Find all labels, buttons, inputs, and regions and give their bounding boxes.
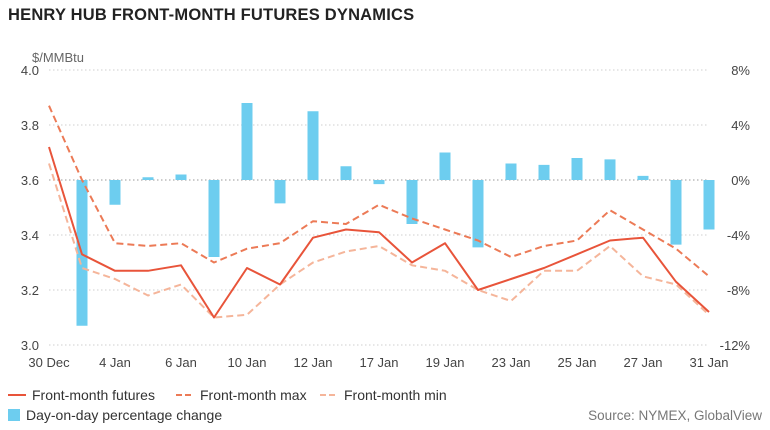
y-left-tick-label: 4.0 bbox=[21, 63, 39, 78]
legend-futures: Front-month futures bbox=[8, 387, 155, 403]
y-left-tick-label: 3.8 bbox=[21, 118, 39, 133]
y-right-tick-label: -4% bbox=[727, 228, 751, 243]
line-futures bbox=[48, 146, 710, 319]
bar-change bbox=[472, 180, 484, 248]
x-tick-label: 23 Jan bbox=[491, 355, 530, 370]
legend-bars-swatch bbox=[8, 409, 20, 421]
legend-futures-label: Front-month futures bbox=[32, 387, 155, 403]
chart-plot: 3.0 -12% 3.2 -8% 3.4 -4% 3.6 0% 3.8 4% 4.0 8% 30 Dec… bbox=[21, 63, 751, 370]
bar-series-change bbox=[76, 103, 715, 326]
grid-layer bbox=[49, 69, 709, 346]
y-left-unit-label: $/MMBtu bbox=[32, 50, 85, 65]
legend-futures-swatch bbox=[8, 394, 26, 396]
legend-max: Front-month max bbox=[176, 387, 307, 403]
legend-max-label: Front-month max bbox=[200, 387, 307, 403]
y-left-tick-label: 3.0 bbox=[21, 338, 39, 353]
y-right-tick-label: 0% bbox=[731, 173, 750, 188]
y-left-tick-label: 3.2 bbox=[21, 283, 39, 298]
x-tick-label: 4 Jan bbox=[99, 355, 131, 370]
x-tick-label: 12 Jan bbox=[293, 355, 332, 370]
x-tick-label: 17 Jan bbox=[359, 355, 398, 370]
y-right-tick-label: 4% bbox=[731, 118, 750, 133]
chart-title: HENRY HUB FRONT-MONTH FUTURES DYNAMICS bbox=[8, 6, 415, 24]
line-max bbox=[48, 105, 710, 278]
bar-change bbox=[670, 180, 682, 245]
bar-change bbox=[406, 180, 418, 224]
bar-change bbox=[340, 166, 352, 180]
y-left-tick-label: 3.6 bbox=[21, 173, 39, 188]
legend-min: Front-month min bbox=[320, 387, 447, 403]
bar-change bbox=[373, 180, 385, 185]
bar-change bbox=[538, 164, 550, 180]
y-right-tick-label: -12% bbox=[720, 338, 751, 353]
bar-change bbox=[703, 180, 715, 230]
bar-change bbox=[637, 175, 649, 180]
y-left-tick-label: 3.4 bbox=[21, 228, 39, 243]
legend-min-label: Front-month min bbox=[344, 387, 447, 403]
x-tick-label: 6 Jan bbox=[165, 355, 197, 370]
source-note: Source: NYMEX, GlobalView bbox=[588, 408, 762, 423]
x-tick-label: 10 Jan bbox=[227, 355, 266, 370]
bar-change bbox=[505, 163, 517, 180]
x-tick-label: 30 Dec bbox=[28, 355, 70, 370]
line-min bbox=[48, 163, 710, 319]
x-tick-label: 19 Jan bbox=[425, 355, 464, 370]
line-layer bbox=[48, 105, 710, 319]
bar-change bbox=[571, 158, 583, 180]
bar-change bbox=[307, 111, 319, 180]
x-tick-label: 27 Jan bbox=[623, 355, 662, 370]
bar-change bbox=[208, 180, 220, 257]
bar-change bbox=[274, 180, 286, 204]
y-right-tick-label: -8% bbox=[727, 283, 751, 298]
x-tick-label: 31 Jan bbox=[689, 355, 728, 370]
legend-bars-label: Day-on-day percentage change bbox=[26, 407, 223, 423]
bar-change bbox=[175, 174, 187, 180]
bar-change bbox=[142, 177, 154, 180]
bar-change bbox=[109, 180, 121, 205]
axis-labels: 3.0 -12% 3.2 -8% 3.4 -4% 3.6 0% 3.8 4% 4.0 8% 30 Dec… bbox=[21, 63, 751, 370]
bar-change bbox=[439, 152, 451, 180]
legend-bars: Day-on-day percentage change bbox=[8, 407, 222, 423]
legend-min-swatch bbox=[320, 394, 338, 396]
bar-change bbox=[241, 103, 253, 180]
legend-max-swatch bbox=[176, 394, 194, 396]
x-tick-label: 25 Jan bbox=[557, 355, 596, 370]
bar-change bbox=[604, 159, 616, 180]
y-right-tick-label: 8% bbox=[731, 63, 750, 78]
